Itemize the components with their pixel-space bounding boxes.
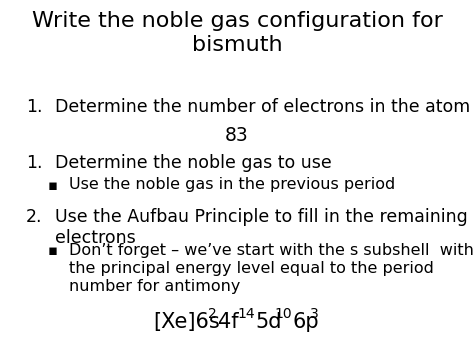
Text: 2.: 2. <box>26 208 43 226</box>
Text: 4f: 4f <box>218 312 239 332</box>
Text: 2: 2 <box>208 307 217 321</box>
Text: 6p: 6p <box>292 312 319 332</box>
Text: ▪: ▪ <box>47 243 57 258</box>
Text: 83: 83 <box>225 126 249 145</box>
Text: ▪: ▪ <box>47 178 57 192</box>
Text: Determine the noble gas to use: Determine the noble gas to use <box>55 154 331 173</box>
Text: [Xe]6s: [Xe]6s <box>153 312 220 332</box>
Text: Use the noble gas in the previous period: Use the noble gas in the previous period <box>69 178 395 192</box>
Text: 10: 10 <box>274 307 292 321</box>
Text: 1.: 1. <box>26 98 43 116</box>
Text: Write the noble gas configuration for
bismuth: Write the noble gas configuration for bi… <box>32 11 442 55</box>
Text: 14: 14 <box>237 307 255 321</box>
Text: 5d: 5d <box>255 312 282 332</box>
Text: Determine the number of electrons in the atom: Determine the number of electrons in the… <box>55 98 470 116</box>
Text: 1.: 1. <box>26 154 43 173</box>
Text: Don’t forget – we’ve start with the s subshell  with
the principal energy level : Don’t forget – we’ve start with the s su… <box>69 243 474 294</box>
Text: 3: 3 <box>310 307 319 321</box>
Text: Use the Aufbau Principle to fill in the remaining
electrons: Use the Aufbau Principle to fill in the … <box>55 208 467 247</box>
